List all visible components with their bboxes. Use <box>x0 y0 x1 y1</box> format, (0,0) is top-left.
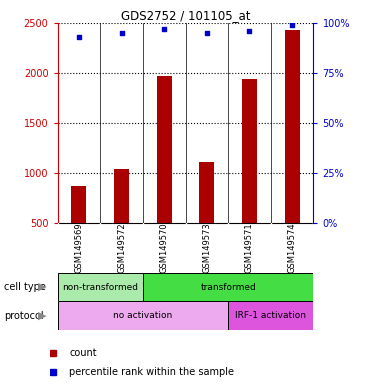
Text: protocol: protocol <box>4 311 43 321</box>
Point <box>161 26 167 32</box>
Text: GSM149573: GSM149573 <box>202 222 211 273</box>
Text: count: count <box>69 348 97 358</box>
Text: non-transformed: non-transformed <box>62 283 138 291</box>
Text: ▶: ▶ <box>39 311 47 321</box>
Text: transformed: transformed <box>200 283 256 291</box>
Bar <box>199 162 214 223</box>
Text: no activation: no activation <box>113 311 173 320</box>
Text: GSM149574: GSM149574 <box>288 222 297 273</box>
Bar <box>157 76 172 223</box>
Bar <box>285 30 300 223</box>
Bar <box>242 79 257 223</box>
Point <box>289 22 295 28</box>
Text: percentile rank within the sample: percentile rank within the sample <box>69 367 234 377</box>
Bar <box>228 301 313 330</box>
Bar <box>143 273 313 301</box>
Text: GSM149569: GSM149569 <box>74 222 83 273</box>
Point <box>76 34 82 40</box>
Text: cell type: cell type <box>4 282 46 292</box>
Text: GSM149570: GSM149570 <box>160 222 169 273</box>
Point <box>119 30 125 36</box>
Title: GDS2752 / 101105_at: GDS2752 / 101105_at <box>121 9 250 22</box>
Bar <box>71 186 86 223</box>
Bar <box>58 273 143 301</box>
Text: GSM149571: GSM149571 <box>245 222 254 273</box>
Text: GSM149572: GSM149572 <box>117 222 126 273</box>
Bar <box>114 169 129 223</box>
Bar <box>58 301 228 330</box>
Text: ▶: ▶ <box>39 282 47 292</box>
Point <box>247 28 253 34</box>
Text: IRF-1 activation: IRF-1 activation <box>235 311 306 320</box>
Point <box>204 30 210 36</box>
